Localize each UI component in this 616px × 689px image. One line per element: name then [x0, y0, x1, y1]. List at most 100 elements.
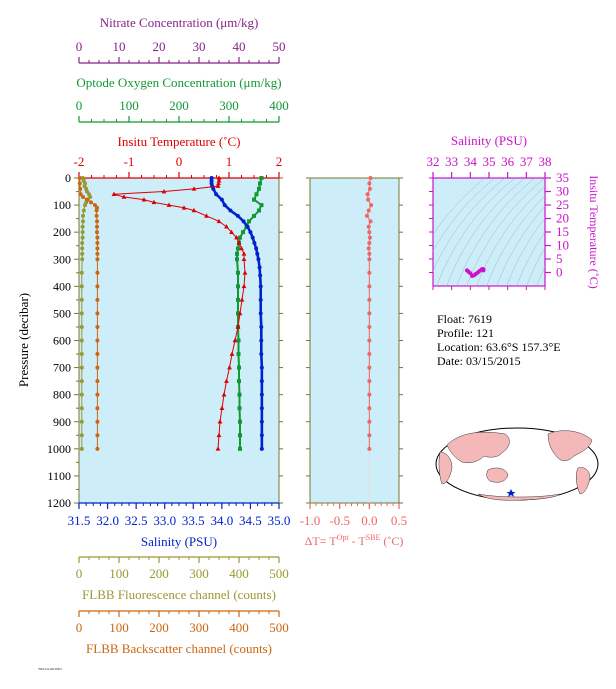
temperature-tick-label: -2	[74, 154, 85, 169]
ts-temperature-tick-label: 0	[556, 265, 563, 280]
pressure-tick-label: 900	[53, 415, 71, 429]
backscatter-point	[95, 297, 100, 302]
pressure-tick-label: 1200	[47, 496, 71, 510]
salinity-point	[248, 230, 253, 235]
delta-t-point	[367, 241, 372, 245]
temperature-point	[111, 191, 117, 197]
salinity-tick-label: 34.5	[239, 513, 262, 528]
salinity-point	[211, 186, 216, 191]
delta-t-point	[367, 284, 372, 289]
oxygen-point	[238, 235, 242, 240]
temperature-axis-title: Insitu Temperature (˚C)	[117, 134, 240, 149]
fluorescence-point	[81, 213, 85, 218]
backscatter-tick-label: 200	[149, 620, 169, 635]
temperature-point	[224, 224, 229, 229]
salinity-point	[228, 208, 233, 213]
salinity-axis-title: Salinity (PSU)	[141, 534, 217, 549]
temperature-point	[237, 310, 243, 316]
salinity-point	[245, 224, 250, 229]
ts-salinity-tick-label: 35	[483, 154, 496, 169]
temperature-point	[204, 213, 209, 218]
fluorescence-point	[81, 208, 86, 213]
ts-salinity-tick-label: 32	[427, 154, 440, 169]
oxygen-point	[238, 433, 242, 438]
ts-temperature-tick-label: 20	[556, 211, 569, 226]
fluorescence-point	[79, 433, 84, 438]
map-float-marker	[506, 489, 516, 497]
ts-salinity-tick-label: 33	[445, 154, 458, 169]
fluorescence-point	[79, 284, 84, 289]
main-plot-area	[78, 177, 280, 504]
backscatter-point	[95, 311, 100, 316]
temperature-point	[221, 392, 227, 397]
profile-number: Profile: 121	[437, 326, 494, 340]
salinity-tick-label: 32.0	[96, 513, 119, 528]
delta-t-point	[367, 270, 372, 275]
delta-t-tick-label: -0.5	[329, 513, 350, 528]
salinity-point	[259, 419, 264, 424]
ts-density-contour	[456, 178, 536, 286]
backscatter-tick-label: 500	[269, 620, 289, 635]
oxygen-tick-label: 300	[219, 98, 239, 113]
marks-layer	[77, 175, 486, 451]
delta-t-point	[367, 365, 372, 370]
ts-temperature-tick-label: 25	[556, 197, 569, 212]
salinity-tick-label: 33.5	[182, 513, 205, 528]
ts-density-contour	[433, 178, 496, 252]
oxygen-point	[252, 213, 256, 218]
temperature-point	[151, 199, 157, 205]
ts-density-contour	[506, 217, 545, 286]
delta-t-point	[366, 224, 371, 229]
backscatter-point	[95, 270, 100, 275]
temperature-point	[229, 351, 235, 356]
nitrate-axis-title: Nitrate Concentration (μm/kg)	[100, 15, 259, 30]
backscatter-point	[95, 230, 99, 235]
delta-t-point	[368, 176, 373, 180]
ts-salinity-tick-label: 38	[539, 154, 552, 169]
fluorescence-point	[83, 203, 87, 208]
oxygen-tick-label: 200	[169, 98, 189, 113]
pressure-tick-label: 1000	[47, 442, 71, 456]
salinity-point	[252, 241, 257, 245]
salinity-point	[259, 324, 264, 329]
oxygen-point	[247, 219, 251, 224]
oxygen-point	[236, 311, 240, 316]
ts-temperature-tick-label: 5	[556, 251, 563, 266]
fluorescence-point	[79, 297, 84, 302]
salinity-tick-label: 34.0	[210, 513, 233, 528]
temperature-point	[191, 207, 197, 213]
map-land-north-america	[547, 430, 593, 461]
pressure-tick-label: 100	[53, 198, 71, 212]
backscatter-tick-label: 300	[189, 620, 209, 635]
temperature-point	[216, 432, 222, 438]
temperature-point	[181, 205, 187, 210]
salinity-point	[256, 257, 261, 262]
pressure-tick-label: 1100	[47, 469, 71, 483]
backscatter-point	[95, 324, 100, 329]
backscatter-point	[95, 406, 100, 411]
backscatter-tick-label: 0	[76, 620, 83, 635]
delta-t-point	[367, 251, 372, 256]
temperature-point	[166, 202, 172, 207]
salinity-point	[257, 265, 262, 270]
delta-t-tick-label: -1.0	[300, 513, 321, 528]
fluorescence-point	[80, 246, 85, 251]
salinity-point	[259, 446, 264, 451]
fluorescence-point	[80, 257, 85, 262]
temperature-point	[227, 364, 232, 370]
backscatter-point	[95, 352, 100, 357]
backscatter-point	[95, 419, 100, 424]
ts-density-contour	[433, 178, 486, 236]
backscatter-tick-label: 100	[109, 620, 129, 635]
temperature-point	[235, 324, 241, 329]
temperature-profile-line	[113, 178, 246, 449]
backscatter-point	[95, 241, 100, 245]
oxygen-point	[257, 186, 261, 191]
delta-t-tick-label: 0.5	[391, 513, 407, 528]
temperature-point	[234, 234, 239, 240]
ts-density-contour	[446, 178, 526, 286]
delta-t-point	[367, 419, 372, 424]
backscatter-point	[95, 365, 100, 370]
backscatter-point	[78, 186, 83, 191]
temperature-point	[217, 419, 223, 424]
